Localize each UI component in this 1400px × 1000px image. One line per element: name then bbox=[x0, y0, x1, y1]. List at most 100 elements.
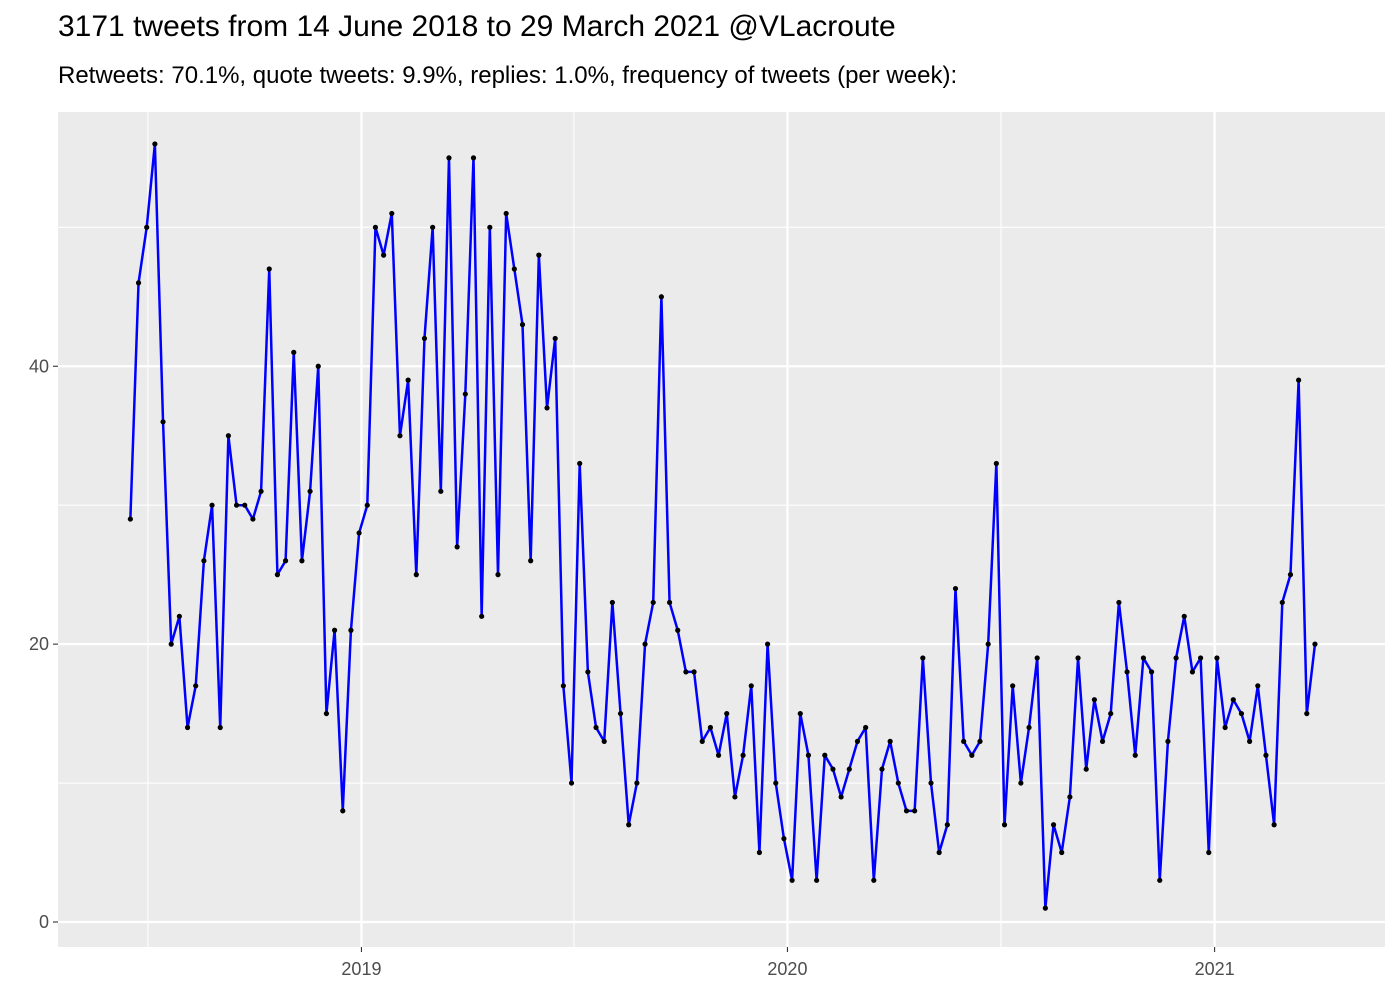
data-point bbox=[626, 822, 632, 828]
data-point bbox=[977, 738, 983, 744]
data-point bbox=[871, 877, 877, 883]
data-point bbox=[1124, 669, 1130, 675]
data-point bbox=[511, 266, 517, 272]
data-point bbox=[258, 488, 264, 494]
data-point bbox=[1042, 905, 1048, 911]
data-point bbox=[413, 572, 419, 578]
data-point bbox=[1296, 377, 1302, 383]
data-point bbox=[650, 599, 656, 606]
data-point bbox=[438, 488, 444, 494]
data-point bbox=[160, 419, 166, 425]
data-point bbox=[789, 877, 795, 883]
y-tick-label: 0 bbox=[39, 912, 49, 932]
y-tick-label: 40 bbox=[29, 356, 49, 376]
data-point bbox=[985, 641, 991, 647]
data-point bbox=[1238, 710, 1245, 717]
data-point bbox=[560, 683, 566, 689]
data-point bbox=[315, 363, 321, 369]
data-point bbox=[797, 710, 803, 717]
data-point bbox=[1099, 738, 1106, 744]
data-point bbox=[699, 738, 705, 744]
data-point bbox=[1067, 794, 1073, 800]
data-point bbox=[912, 808, 918, 814]
chart-title: 3171 tweets from 14 June 2018 to 29 Marc… bbox=[58, 10, 896, 43]
data-point bbox=[127, 516, 133, 522]
data-point bbox=[1050, 822, 1057, 828]
axis-ticks bbox=[53, 365, 1216, 952]
series-line bbox=[129, 142, 1317, 910]
data-point bbox=[683, 669, 689, 675]
data-point bbox=[756, 849, 763, 856]
data-point bbox=[135, 280, 142, 286]
data-point bbox=[536, 252, 542, 258]
data-point bbox=[397, 433, 403, 439]
data-point bbox=[1132, 752, 1138, 758]
data-point bbox=[830, 766, 836, 772]
data-point bbox=[666, 599, 673, 606]
data-point bbox=[332, 627, 338, 633]
data-point bbox=[1189, 669, 1196, 675]
data-point bbox=[233, 502, 240, 508]
data-point bbox=[863, 724, 869, 731]
data-point bbox=[528, 558, 534, 564]
data-point bbox=[740, 752, 746, 758]
data-point bbox=[854, 738, 861, 744]
data-point bbox=[1157, 877, 1163, 883]
data-point bbox=[1263, 752, 1269, 758]
data-point bbox=[617, 710, 624, 717]
data-point bbox=[658, 294, 664, 300]
data-point bbox=[1140, 655, 1147, 661]
data-point bbox=[936, 849, 942, 856]
data-point bbox=[715, 752, 722, 758]
data-point bbox=[634, 780, 640, 786]
data-point bbox=[291, 349, 297, 355]
data-point bbox=[838, 794, 844, 800]
data-point bbox=[323, 710, 330, 717]
data-point bbox=[446, 155, 452, 161]
data-point bbox=[1287, 572, 1294, 578]
data-point bbox=[748, 683, 754, 689]
data-point bbox=[307, 488, 313, 494]
axis-tick-labels: 0 20 40 2019 2020 2021 bbox=[29, 356, 1235, 979]
plot-panel bbox=[58, 112, 1385, 947]
data-point bbox=[846, 766, 852, 772]
data-point bbox=[266, 266, 272, 272]
data-point bbox=[470, 155, 477, 161]
data-point bbox=[1083, 766, 1089, 772]
data-point bbox=[1116, 599, 1122, 606]
data-point bbox=[1312, 641, 1318, 647]
data-point bbox=[691, 669, 697, 675]
data-point bbox=[340, 808, 346, 814]
data-point bbox=[773, 780, 779, 786]
data-point bbox=[462, 391, 468, 397]
data-point bbox=[389, 210, 395, 217]
y-tick-label: 20 bbox=[29, 634, 49, 654]
data-point bbox=[944, 822, 950, 828]
data-point bbox=[282, 558, 289, 564]
data-point bbox=[217, 724, 223, 731]
data-point bbox=[969, 752, 975, 758]
data-points bbox=[127, 141, 1318, 911]
data-point bbox=[364, 502, 370, 508]
data-point bbox=[781, 836, 787, 842]
data-point bbox=[568, 780, 575, 786]
x-tick-label: 2019 bbox=[341, 959, 381, 979]
data-point bbox=[152, 141, 158, 147]
data-point bbox=[903, 808, 910, 814]
x-tick-label: 2021 bbox=[1195, 959, 1235, 979]
data-point bbox=[920, 655, 926, 661]
data-point bbox=[348, 627, 354, 633]
data-point bbox=[952, 585, 959, 592]
data-point bbox=[1214, 655, 1220, 661]
data-point bbox=[1230, 697, 1236, 703]
data-point bbox=[593, 724, 599, 731]
data-point bbox=[544, 405, 550, 411]
data-point bbox=[1279, 599, 1285, 606]
data-point bbox=[430, 224, 436, 230]
data-point bbox=[454, 544, 460, 550]
data-point bbox=[495, 572, 501, 578]
data-point bbox=[1271, 822, 1277, 828]
minor-gridlines bbox=[58, 112, 1385, 947]
data-point bbox=[961, 738, 967, 744]
